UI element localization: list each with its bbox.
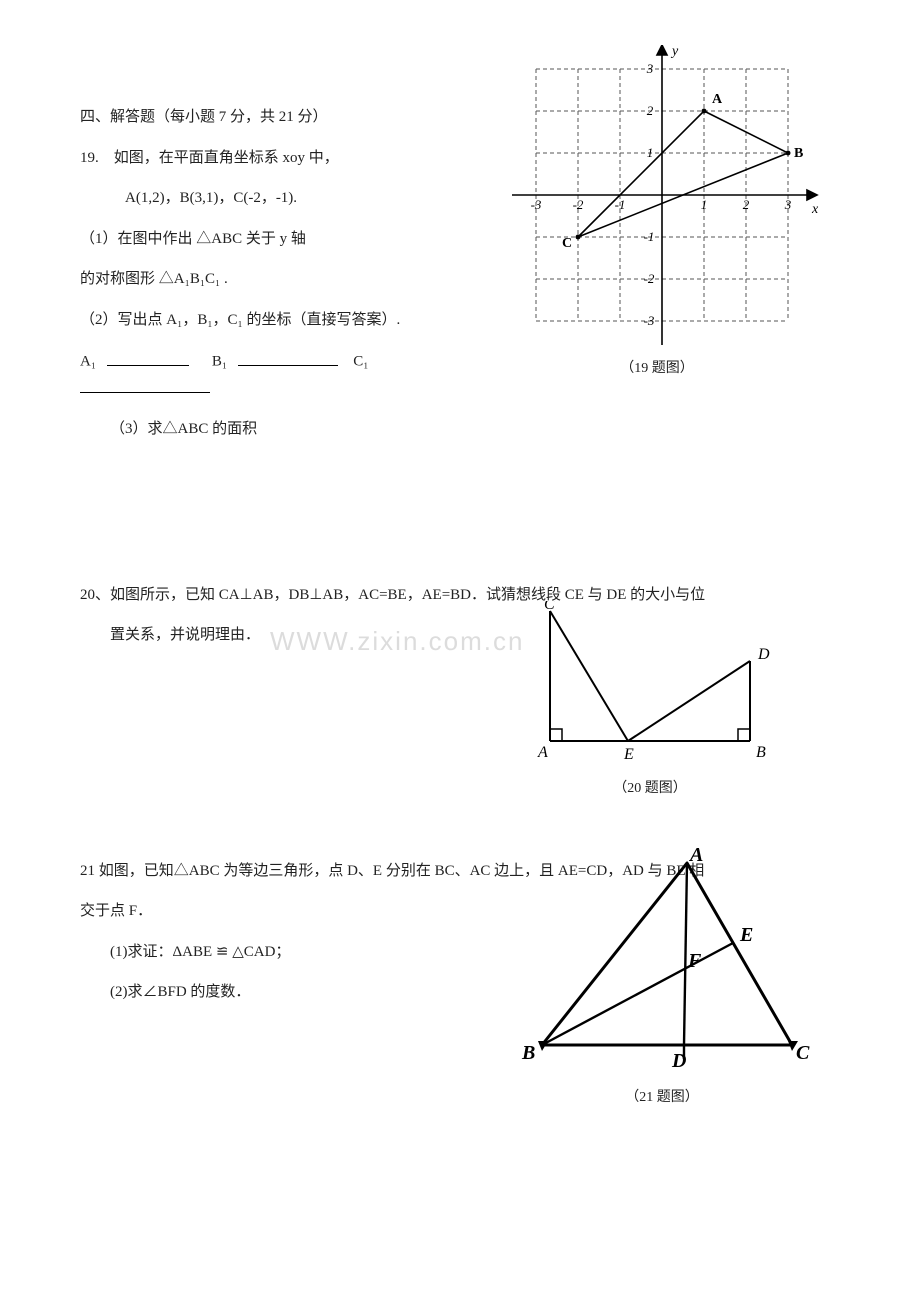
q21-figcap: （21 题图） xyxy=(512,1086,812,1110)
pt-E: E xyxy=(623,746,634,763)
pt-A-label: A xyxy=(712,92,723,107)
q21-block: 21 如图，已知△ABC 为等边三角形，点 D、E 分别在 BC、AC 边上，且… xyxy=(80,859,860,1006)
pt-B: B xyxy=(756,744,766,761)
section-heading: 四、解答题（每小题 7 分，共 21 分） xyxy=(80,105,460,131)
q20-line1: 20、如图所示，已知 CA⊥AB，DB⊥AB，AC=BE，AE=BD．试猜想线段… xyxy=(80,583,860,609)
q19-part3: （3）求△ABC 的面积 xyxy=(80,417,460,443)
pt-A: A xyxy=(537,744,548,761)
q19-part1-a-text: （1）在图中作出 △ABC 关于 y 轴 xyxy=(80,231,306,247)
ytick: -3 xyxy=(644,313,655,328)
q20-figure: A E B C D xyxy=(520,601,780,766)
q21-figure: A B C D E F xyxy=(512,845,812,1075)
pt-F: F xyxy=(687,950,702,972)
q19-intro-1: 19. 如图，在平面直角坐标系 xoy 中， xyxy=(80,146,460,172)
q19-part2: （2）写出点 A₁，B₁，C₁ 的坐标（直接写答案）. xyxy=(80,308,460,334)
blank-A1[interactable] xyxy=(107,348,189,366)
xtick: 2 xyxy=(743,197,750,212)
q19-block: -3 -2 -1 1 2 3 1 2 3 -1 -2 -3 x y xyxy=(80,105,860,443)
pt-C-label: C xyxy=(562,236,572,251)
q19-figure-wrap: -3 -2 -1 1 2 3 1 2 3 -1 -2 -3 x y xyxy=(492,45,822,380)
ytick: -2 xyxy=(644,271,655,286)
label-A1: A₁ xyxy=(80,354,96,370)
pt-A: A xyxy=(688,845,703,866)
q20-figure-wrap: A E B C D （20 题图） xyxy=(520,601,780,801)
pt-B: B xyxy=(521,1042,535,1064)
blank-B1[interactable] xyxy=(238,348,338,366)
y-axis-label: y xyxy=(670,45,679,59)
x-axis-label: x xyxy=(811,202,819,217)
pt-D: D xyxy=(757,646,770,663)
xtick: 1 xyxy=(701,197,708,212)
q19-blanks: A₁ B₁ C₁ xyxy=(80,348,460,402)
label-C1: C₁ xyxy=(353,354,368,370)
xtick: -3 xyxy=(531,197,542,212)
q19-figcap: （19 题图） xyxy=(492,357,822,381)
q19-graph: -3 -2 -1 1 2 3 1 2 3 -1 -2 -3 x y xyxy=(492,45,822,345)
label-B1: B₁ xyxy=(212,354,227,370)
q20-block: WWW.zixin.com.cn 20、如图所示，已知 CA⊥AB，DB⊥AB，… xyxy=(80,583,860,649)
xtick: 3 xyxy=(784,197,792,212)
blank-C1[interactable] xyxy=(80,375,210,393)
ytick: 1 xyxy=(647,145,654,160)
pt-D: D xyxy=(671,1050,686,1072)
ytick: 3 xyxy=(646,61,654,76)
ytick: 2 xyxy=(647,103,654,118)
xtick: -2 xyxy=(573,197,584,212)
ytick: -1 xyxy=(644,229,655,244)
q19-intro-2: A(1,2)，B(3,1)，C(-2，-1). xyxy=(80,186,460,212)
pt-E: E xyxy=(739,924,753,946)
pt-B-label: B xyxy=(794,146,803,161)
pt-C: C xyxy=(796,1042,810,1064)
q19-part1-b: 的对称图形 △A₁B₁C₁ . xyxy=(80,267,460,293)
q19-part1-a: （1）在图中作出 △ABC 关于 y 轴 xyxy=(80,227,460,253)
watermark: WWW.zixin.com.cn xyxy=(270,619,524,663)
q20-figcap: （20 题图） xyxy=(520,777,780,801)
q21-figure-wrap: A B C D E F （21 题图） xyxy=(512,845,812,1110)
